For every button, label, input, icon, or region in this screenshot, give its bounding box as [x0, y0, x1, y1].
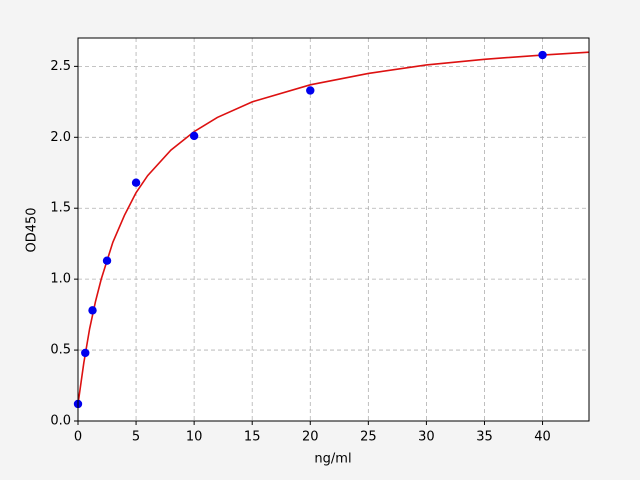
data-point [102, 256, 112, 265]
axes-frame [77, 37, 590, 422]
fit-curve [77, 51, 590, 405]
x-tick-label: 40 [534, 430, 551, 445]
data-point [538, 50, 547, 60]
x-tick-label: 35 [476, 430, 493, 445]
x-tick-label: 20 [302, 430, 319, 445]
x-tick-label: 15 [244, 430, 261, 445]
x-tick-label: 25 [360, 430, 377, 445]
data-point [88, 306, 97, 315]
data-point [306, 86, 315, 95]
y-tick-label: 2.0 [50, 130, 71, 145]
y-tick-label: 0.0 [50, 414, 71, 429]
y-tick-label: 1.0 [50, 272, 71, 287]
x-tick-label: 5 [132, 430, 140, 445]
data-point [131, 178, 141, 187]
x-axis-label: ng/ml [314, 452, 351, 467]
x-tick-label: 0 [74, 430, 82, 445]
data-point [81, 348, 90, 358]
plot-area [78, 38, 589, 421]
y-tick-label: 2.5 [50, 59, 71, 74]
x-tick-label: 30 [418, 430, 435, 445]
y-tick-label: 0.5 [50, 343, 71, 358]
data-point [189, 131, 199, 141]
y-tick-label: 1.5 [50, 201, 71, 216]
y-axis-label: OD450 [25, 207, 40, 252]
x-tick-label: 10 [186, 430, 203, 445]
